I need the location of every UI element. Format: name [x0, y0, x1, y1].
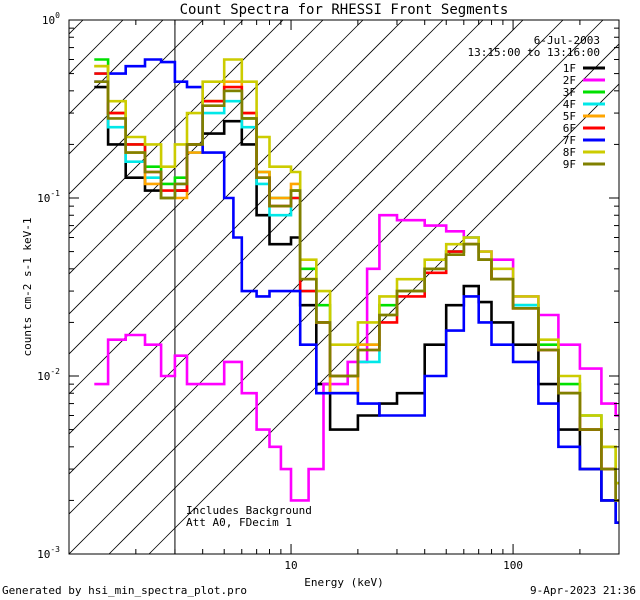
x-tick-label: 100 [503, 559, 523, 572]
series-line-9F [94, 80, 619, 502]
x-axis-label: Energy (keV) [304, 576, 383, 589]
hatch-line [69, 20, 364, 315]
time-range-label: 13:15:00 to 13:16:00 [468, 46, 600, 59]
y-tick-label: 10-1 [37, 189, 60, 205]
hatch-line [148, 83, 619, 554]
legend-label: 5F [563, 110, 576, 123]
hatch-line [69, 20, 244, 195]
legend-label: 7F [563, 134, 576, 147]
legend-label: 4F [563, 98, 576, 111]
legend-label: 8F [563, 146, 576, 159]
legend-label: 6F [563, 122, 576, 135]
chart-title: Count Spectra for RHESSI Front Segments [180, 2, 509, 18]
hatch-line [69, 20, 444, 395]
hatch-line [69, 20, 564, 515]
y-tick-label: 10-3 [37, 545, 60, 561]
hatch-line [69, 20, 604, 554]
y-tick-label: 100 [42, 11, 60, 27]
hatch-line [69, 20, 404, 355]
footer-timestamp: 9-Apr-2023 21:36 [530, 584, 636, 597]
x-tick-label: 10 [284, 559, 297, 572]
footer-generated-by: Generated by hsi_min_spectra_plot.pro [2, 584, 247, 597]
hatch-line [69, 20, 204, 155]
hatch-line [69, 20, 164, 115]
hatch-line [69, 20, 284, 235]
hatch-line [69, 20, 484, 435]
legend-label: 3F [563, 86, 576, 99]
axis-ticks [68, 19, 620, 555]
x-tick-labels: 10 100 [284, 559, 523, 572]
date-label: 6-Jul-2003 [534, 34, 600, 47]
hatch-line [69, 20, 324, 275]
series-line-8F [94, 58, 619, 485]
series-lines [94, 58, 619, 524]
legend-label: 1F [563, 62, 576, 75]
annotation-background: Includes Background [186, 504, 312, 517]
plot-frame [68, 19, 620, 555]
y-axis-label: counts cm-2 s-1 keV-1 [21, 217, 34, 356]
legend-label: 9F [563, 158, 576, 171]
y-tick-label: 10-2 [37, 367, 60, 383]
annotation-attenuator: Att A0, FDecim 1 [186, 516, 292, 529]
y-tick-labels: 100 10-1 10-2 10-3 [37, 11, 60, 561]
hatched-region [69, 20, 619, 554]
hatch-line [108, 43, 619, 554]
hatch-line [69, 20, 524, 475]
series-line-7F [94, 58, 619, 524]
legend-label: 2F [563, 74, 576, 87]
